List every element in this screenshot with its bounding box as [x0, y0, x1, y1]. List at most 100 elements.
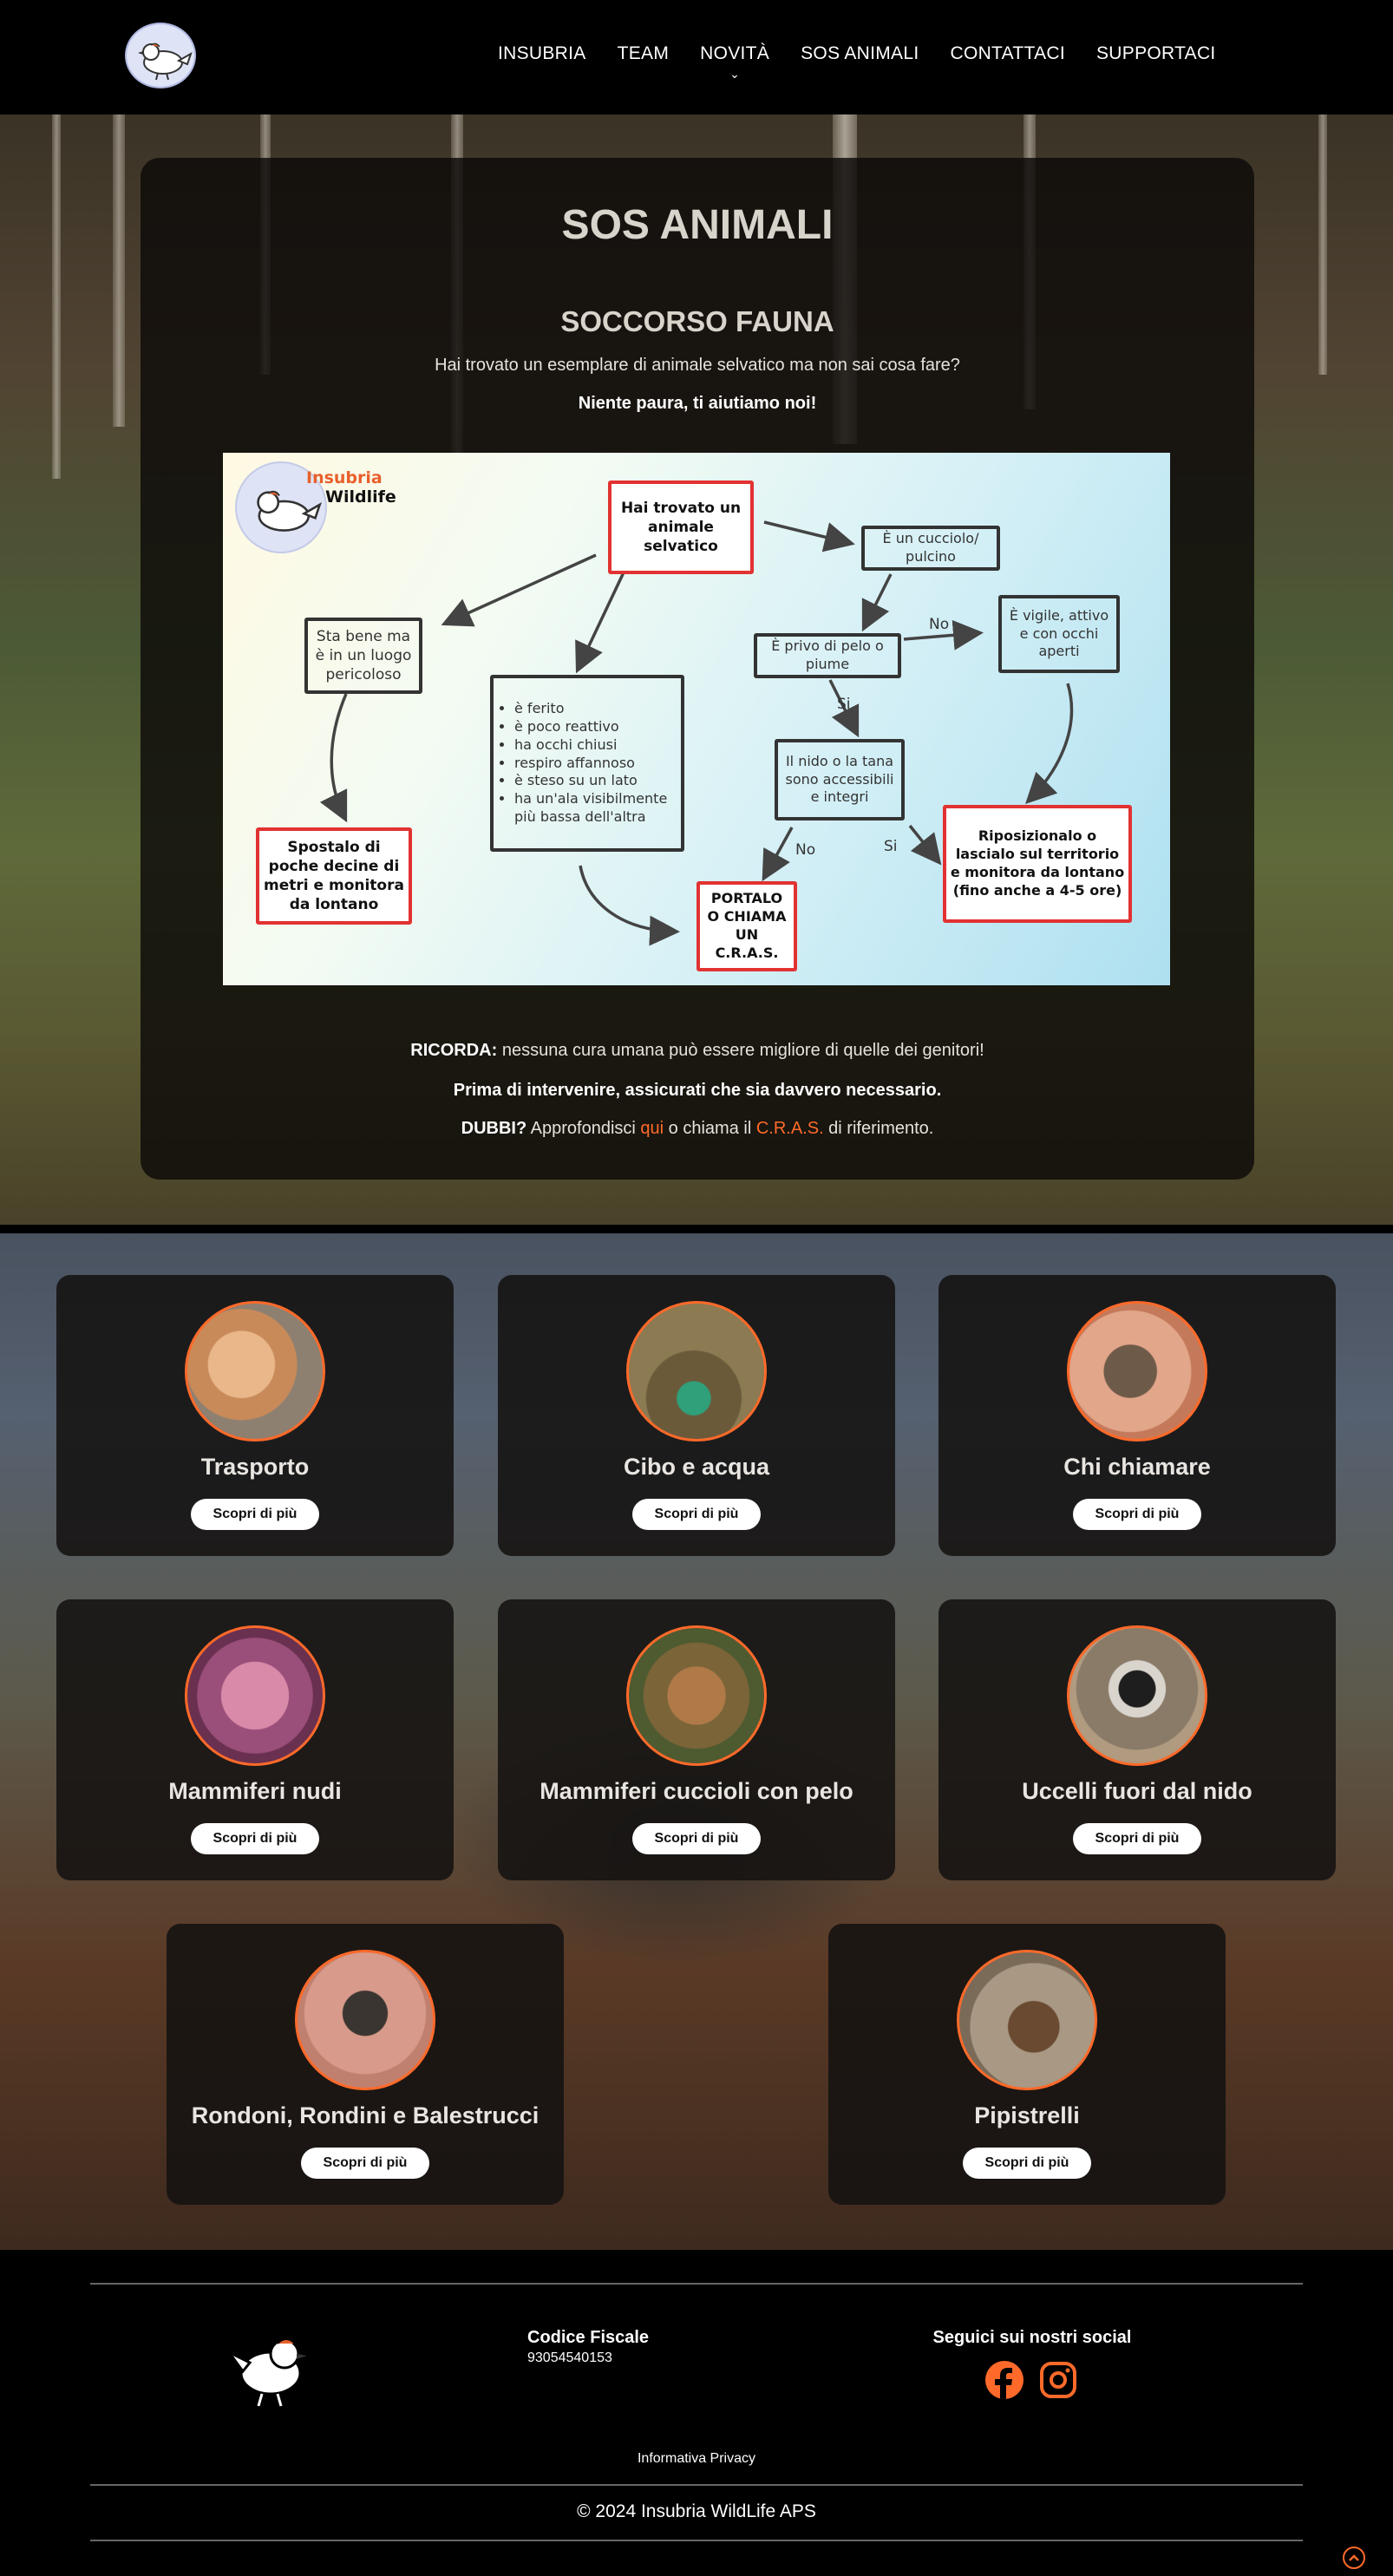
- section-divider: [0, 1225, 1393, 1233]
- scroll-top-button[interactable]: [1343, 2547, 1365, 2569]
- doubts-note: DUBBI? Approfondisci qui o chiama il C.R…: [141, 1119, 1254, 1139]
- doubts-text: Approfondisci: [526, 1119, 641, 1138]
- discover-more-button[interactable]: Scopri di più: [1073, 1499, 1201, 1530]
- flow-call-cras: PORTALO O CHIAMA UN C.R.A.S.: [696, 881, 797, 971]
- intro-question: Hai trovato un esemplare di animale selv…: [435, 356, 960, 375]
- discover-more-button[interactable]: Scopri di più: [191, 1499, 319, 1530]
- flowchart-logo-line2: Wildlife: [325, 487, 396, 507]
- learn-more-link[interactable]: qui: [640, 1119, 664, 1138]
- footer-divider: [90, 2283, 1303, 2285]
- remember-label: RICORDA:: [410, 1041, 498, 1060]
- flow-label-no: No: [795, 841, 816, 859]
- flow-label-no: No: [929, 616, 950, 633]
- nav-supportaci[interactable]: SUPPORTACI: [1095, 43, 1216, 63]
- flow-start-box: Hai trovato un animale selvatico: [608, 481, 754, 574]
- card-title: Uccelli fuori dal nido: [1022, 1778, 1252, 1804]
- chevron-up-icon: [1349, 2554, 1359, 2561]
- topic-card-bare-mammals[interactable]: Mammiferi nudi Scopri di più: [56, 1599, 454, 1880]
- food-water-image: [626, 1301, 767, 1442]
- flow-label-si: Si: [837, 696, 851, 713]
- card-title: Trasporto: [200, 1454, 310, 1480]
- tax-code-value: 93054540153: [527, 2350, 612, 2365]
- flow-symptom: respiro affannoso: [514, 755, 677, 773]
- footer-divider: [90, 2484, 1303, 2486]
- discover-more-button[interactable]: Scopri di più: [963, 2148, 1091, 2179]
- nav-novita[interactable]: NOVITÀ ⌄: [700, 43, 770, 80]
- swifts-image: [295, 1950, 435, 2090]
- remember-text: nessuna cura umana può essere migliore d…: [497, 1041, 984, 1060]
- flowchart-logo: [235, 461, 327, 553]
- flow-symptom: ha un'ala visibilmente più bassa dell'al…: [514, 790, 677, 827]
- flow-symptom: è ferito: [514, 700, 677, 718]
- rescue-flowchart: Insubria Wildlife Hai tr: [223, 453, 1170, 985]
- bats-image: [957, 1950, 1097, 2090]
- flow-left-question: Sta bene ma è in un luogo pericoloso: [304, 618, 422, 694]
- flow-alert-question: È vigile, attivo e con occhi aperti: [998, 595, 1120, 673]
- flow-feathers-question: È privo di pelo o piume: [754, 633, 901, 678]
- bare-mammals-image: [185, 1625, 325, 1766]
- remember-note: RICORDA: nessuna cura umana può essere m…: [141, 1041, 1254, 1061]
- social-label: Seguici sui nostri social: [932, 2328, 1132, 2347]
- flow-symptoms-box: è ferito è poco reattivo ha occhi chiusi…: [490, 675, 684, 852]
- hero-section: SOS ANIMALI SOCCORSO FAUNA Hai trovato u…: [0, 114, 1393, 1225]
- topics-section: Trasporto Scopri di più Cibo e acqua Sco…: [0, 1233, 1393, 2250]
- topic-card-transport[interactable]: Trasporto Scopri di più: [56, 1275, 454, 1556]
- topic-card-who-to-call[interactable]: Chi chiamare Scopri di più: [938, 1275, 1336, 1556]
- tax-code-label: Codice Fiscale: [527, 2328, 650, 2347]
- discover-more-button[interactable]: Scopri di più: [632, 1499, 761, 1530]
- sos-card: SOS ANIMALI SOCCORSO FAUNA Hai trovato u…: [141, 158, 1254, 1180]
- discover-more-button[interactable]: Scopri di più: [1073, 1823, 1201, 1854]
- doubts-text: di riferimento.: [823, 1119, 934, 1138]
- flow-cub-question: È un cucciolo/ pulcino: [861, 526, 1000, 571]
- topic-card-fledglings[interactable]: Uccelli fuori dal nido Scopri di più: [938, 1599, 1336, 1880]
- page-title: SOS ANIMALI: [561, 202, 834, 248]
- bird-logo-icon: [138, 42, 193, 81]
- card-title: Mammiferi nudi: [168, 1778, 342, 1804]
- nav-insubria[interactable]: INSUBRIA: [498, 43, 586, 63]
- card-title: Chi chiamare: [1063, 1454, 1211, 1480]
- chevron-down-icon: ⌄: [729, 67, 741, 81]
- site-footer: Codice Fiscale 93054540153 Seguici sui n…: [0, 2250, 1393, 2576]
- topic-card-swifts[interactable]: Rondoni, Rondini e Balestrucci Scopri di…: [167, 1924, 564, 2205]
- copyright: © 2024 Insubria WildLife APS: [577, 2501, 816, 2521]
- topic-card-food-water[interactable]: Cibo e acqua Scopri di più: [498, 1275, 895, 1556]
- card-title: Pipistrelli: [974, 2102, 1080, 2128]
- flow-symptoms-list: è ferito è poco reattivo ha occhi chiusi…: [497, 700, 677, 827]
- discover-more-button[interactable]: Scopri di più: [301, 2148, 429, 2179]
- furry-mammals-image: [626, 1625, 767, 1766]
- nav-novita-label: NOVITÀ: [700, 43, 770, 63]
- flow-reposition-action: Riposizionalo o lascialo sul territorio …: [943, 805, 1132, 923]
- main-nav: INSUBRIA TEAM NOVITÀ ⌄ SOS ANIMALI CONTAT…: [498, 43, 1247, 80]
- flow-symptom: è steso su un lato: [514, 772, 677, 790]
- flow-left-action: Spostalo di poche decine di metri e moni…: [256, 827, 412, 925]
- flow-label-si: Si: [884, 838, 898, 855]
- site-logo[interactable]: [125, 23, 196, 88]
- bird-logo-icon: [257, 490, 322, 532]
- topic-card-furry-mammals[interactable]: Mammiferi cuccioli con pelo Scopri di pi…: [498, 1599, 895, 1880]
- flowchart-logo-line1: Insubria: [306, 468, 383, 487]
- cras-link[interactable]: C.R.A.S.: [755, 1119, 824, 1138]
- facebook-icon[interactable]: [985, 2361, 1023, 2399]
- intro-reassurance: Niente paura, ti aiutiamo noi!: [578, 394, 817, 413]
- card-title: Rondoni, Rondini e Balestrucci: [191, 2102, 540, 2128]
- card-title: Mammiferi cuccioli con pelo: [540, 1778, 853, 1804]
- fledglings-image: [1067, 1625, 1207, 1766]
- flow-symptom: ha occhi chiusi: [514, 736, 677, 755]
- topic-card-bats[interactable]: Pipistrelli Scopri di più: [828, 1924, 1226, 2205]
- flowchart-arrows: [319, 520, 1074, 946]
- doubts-label: DUBBI?: [461, 1119, 527, 1138]
- instagram-icon[interactable]: [1039, 2361, 1077, 2399]
- nav-team[interactable]: TEAM: [617, 43, 670, 63]
- nav-sos-animali[interactable]: SOS ANIMALI: [801, 43, 919, 63]
- nav-contattaci[interactable]: CONTATTACI: [950, 43, 1065, 63]
- before-note: Prima di intervenire, assicurati che sia…: [453, 1081, 942, 1100]
- site-header: INSUBRIA TEAM NOVITÀ ⌄ SOS ANIMALI CONTAT…: [0, 0, 1393, 114]
- discover-more-button[interactable]: Scopri di più: [191, 1823, 319, 1854]
- discover-more-button[interactable]: Scopri di più: [632, 1823, 761, 1854]
- card-title: Cibo e acqua: [623, 1454, 770, 1480]
- bird-logo-icon[interactable]: [224, 2316, 319, 2409]
- footer-divider: [90, 2540, 1303, 2541]
- who-to-call-image: [1067, 1301, 1207, 1442]
- privacy-link[interactable]: Informativa Privacy: [637, 2451, 756, 2466]
- flow-symptom: è poco reattivo: [514, 718, 677, 736]
